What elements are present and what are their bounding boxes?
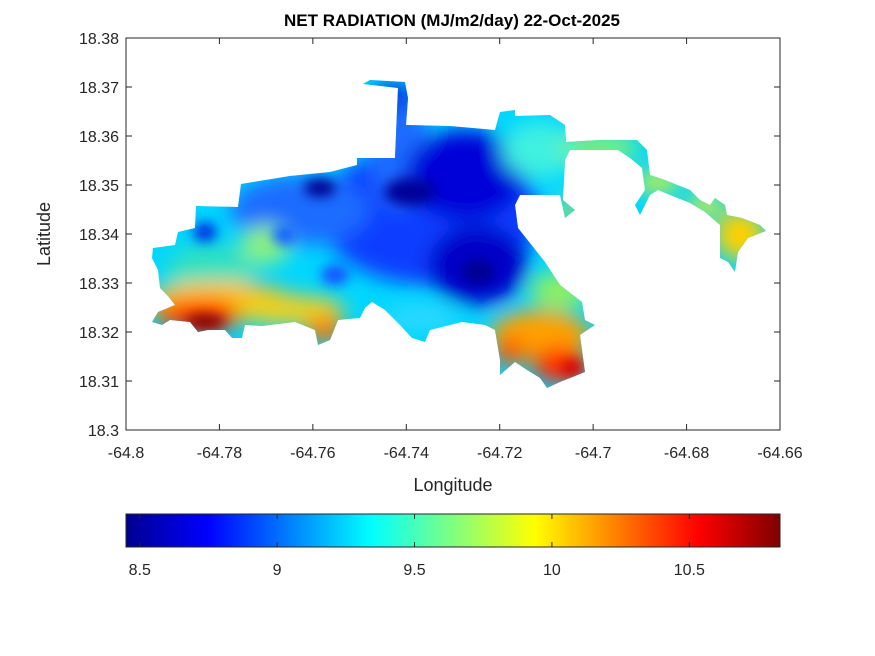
y-tick-label: 18.38 — [79, 31, 119, 48]
y-axis-ticks: 18.3 18.31 18.32 18.33 18.34 18.35 18.36 18.37 1… — [79, 31, 780, 440]
y-tick-label: 18.3 — [88, 423, 119, 440]
x-tick-label: -64.78 — [197, 445, 242, 462]
y-tick-label: 18.32 — [79, 325, 119, 342]
x-axis-label: Longitude — [413, 475, 492, 495]
colorbar-tick-label: 9.5 — [403, 562, 425, 579]
x-tick-label: -64.66 — [757, 445, 802, 462]
x-tick-label: -64.72 — [477, 445, 522, 462]
y-tick-label: 18.35 — [79, 178, 119, 195]
x-tick-label: -64.7 — [575, 445, 612, 462]
colorbar-ticks: 8.5 9 9.5 10 10.5 — [129, 514, 705, 579]
y-tick-label: 18.36 — [79, 129, 119, 146]
x-axis-ticks: -64.8 -64.78 -64.76 -64.74 -64.72 -64.7 -64.68… — [108, 38, 803, 462]
y-tick-label: 18.37 — [79, 80, 119, 97]
x-tick-label: -64.8 — [108, 445, 145, 462]
x-tick-label: -64.68 — [664, 445, 709, 462]
y-axis-label: Latitude — [34, 202, 54, 266]
y-tick-label: 18.34 — [79, 227, 119, 244]
colorbar-tick-label: 9 — [273, 562, 282, 579]
colorbar — [125, 513, 781, 548]
x-tick-label: -64.74 — [384, 445, 429, 462]
colorbar-tick-label: 10 — [543, 562, 561, 579]
chart-title: NET RADIATION (MJ/m2/day) 22-Oct-2025 — [284, 11, 620, 30]
colorbar-tick-label: 10.5 — [674, 562, 705, 579]
x-tick-label: -64.76 — [290, 445, 335, 462]
y-tick-label: 18.33 — [79, 276, 119, 293]
y-tick-label: 18.31 — [79, 374, 119, 391]
colorbar-tick-label: 8.5 — [129, 562, 151, 579]
